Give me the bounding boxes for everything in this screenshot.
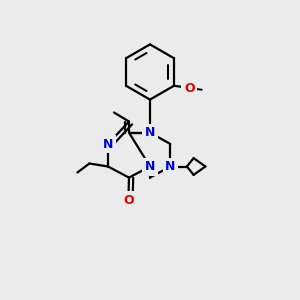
- Text: N: N: [103, 137, 113, 151]
- Text: N: N: [145, 126, 155, 139]
- Text: O: O: [184, 82, 194, 95]
- Text: N: N: [165, 160, 176, 173]
- Text: N: N: [145, 160, 155, 173]
- Text: O: O: [123, 194, 134, 207]
